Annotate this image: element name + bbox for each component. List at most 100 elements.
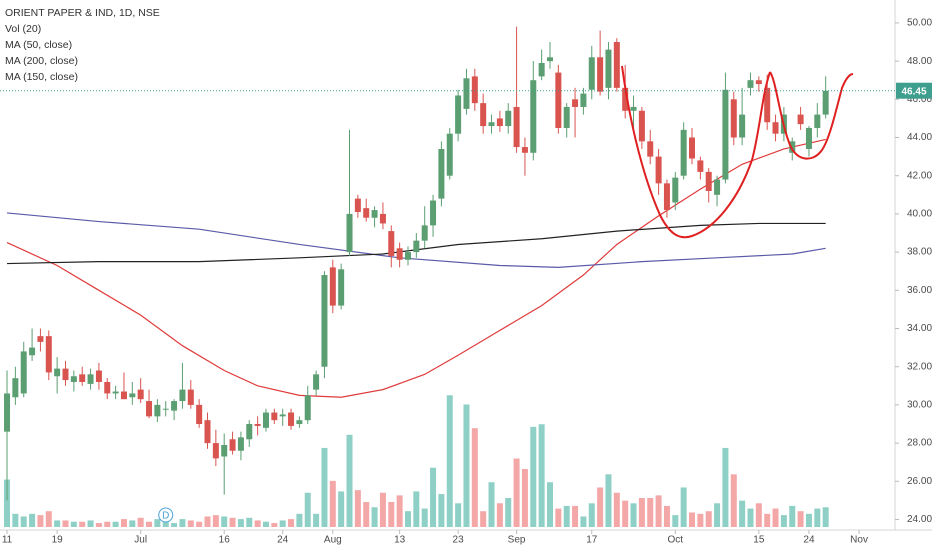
volume-bar — [246, 517, 253, 527]
candle-body — [321, 275, 328, 367]
y-tick-label: 26.00 — [907, 476, 932, 487]
volume-bar — [689, 512, 696, 527]
candle-body — [146, 401, 153, 417]
volume-bar — [304, 492, 311, 527]
y-tick-label: 44.00 — [907, 132, 932, 143]
candle-body — [29, 347, 36, 356]
candle-body — [279, 414, 286, 417]
candle-body — [421, 225, 428, 241]
candle-body — [538, 63, 545, 77]
candle-body — [54, 368, 61, 377]
candle-body — [246, 424, 253, 440]
y-tick-label: 30.00 — [907, 400, 932, 411]
candle-body — [438, 148, 445, 199]
event-marker — [158, 507, 174, 523]
candle-body — [112, 391, 119, 394]
y-tick-label: 32.00 — [907, 361, 932, 372]
event-label: D — [162, 511, 169, 522]
volume-bar — [413, 491, 420, 527]
x-tick-label: Sep — [508, 535, 526, 546]
volume-bar — [455, 503, 462, 527]
volume-bar — [87, 520, 94, 527]
volume-bar — [112, 521, 119, 527]
candle-body — [79, 374, 86, 382]
volume-bar — [79, 521, 86, 527]
volume-bar — [271, 523, 278, 527]
candle-body — [680, 129, 687, 176]
volume-bar — [62, 520, 69, 527]
candle-body — [647, 141, 654, 157]
y-tick-label: 24.00 — [907, 514, 932, 525]
candle-body — [254, 424, 261, 426]
volume-bar — [338, 491, 345, 527]
candle-body — [597, 57, 604, 92]
candle-body — [697, 160, 704, 172]
x-tick-label: 13 — [394, 535, 406, 546]
candle-body — [822, 90, 829, 115]
volume-bar — [638, 498, 645, 527]
candle-body — [463, 78, 470, 109]
candle-body — [563, 106, 570, 128]
candle-body — [87, 374, 94, 384]
volume-bar — [120, 519, 127, 527]
candle-body — [20, 351, 27, 394]
volume-bar — [379, 492, 386, 527]
candle-body — [62, 368, 69, 381]
volume-bar — [814, 508, 821, 527]
moving-average-layer — [6, 138, 826, 398]
volume-bar — [154, 519, 161, 527]
volume-bar — [104, 521, 111, 527]
candle-body — [572, 99, 579, 107]
x-tick-label: 23 — [453, 535, 465, 546]
volume-bar — [262, 521, 269, 527]
axes: 24.00 26.00 28.00 30.00 32.00 34.00 36.00 38.00… — [0, 18, 932, 546]
volume-bar — [179, 519, 186, 527]
x-tick-label: Nov — [850, 535, 868, 546]
y-tick-label: 36.00 — [907, 285, 932, 296]
candle-body — [120, 391, 127, 400]
candle-body — [237, 437, 244, 451]
legend-entry: MA (150, close) — [5, 71, 78, 83]
candle-body — [229, 439, 236, 451]
candle-body — [663, 183, 670, 211]
candle-body — [814, 114, 821, 128]
candle-body — [513, 106, 520, 148]
candle-body — [446, 133, 453, 176]
volume-bar — [764, 513, 771, 527]
candle-body — [70, 376, 77, 382]
legend-entry: Vol (20) — [5, 23, 41, 35]
volume-bar — [488, 482, 495, 527]
volume-bar — [221, 516, 228, 527]
volume-bar — [171, 523, 178, 527]
volume-bar — [521, 469, 528, 527]
candle-body — [521, 147, 528, 153]
candle-body — [221, 445, 228, 457]
candle-body — [430, 200, 437, 226]
y-tick-label: 40.00 — [907, 209, 932, 220]
candle-body — [505, 110, 512, 127]
volume-bar — [722, 447, 729, 527]
candle-body — [171, 401, 178, 411]
candle-body — [313, 374, 320, 390]
y-tick-label: 48.00 — [907, 56, 932, 67]
volume-bar — [546, 482, 553, 527]
volume-bar — [204, 516, 211, 527]
volume-bar — [363, 501, 370, 527]
candle-body — [371, 210, 378, 218]
candle-body — [471, 76, 478, 104]
volume-bar — [254, 520, 261, 527]
candle-body — [772, 122, 779, 134]
volume-bar — [496, 503, 503, 527]
candle-body — [689, 137, 696, 159]
volume-bar — [697, 513, 704, 527]
candle-body — [797, 114, 804, 125]
volume-bar — [4, 479, 11, 527]
volume-bar — [605, 474, 612, 527]
candle-body — [346, 213, 353, 253]
volume-bar — [54, 520, 61, 527]
candle-body — [262, 412, 269, 428]
x-tick-label: 11 — [2, 535, 13, 546]
candle-body — [363, 208, 370, 218]
volume-bar — [37, 515, 44, 527]
